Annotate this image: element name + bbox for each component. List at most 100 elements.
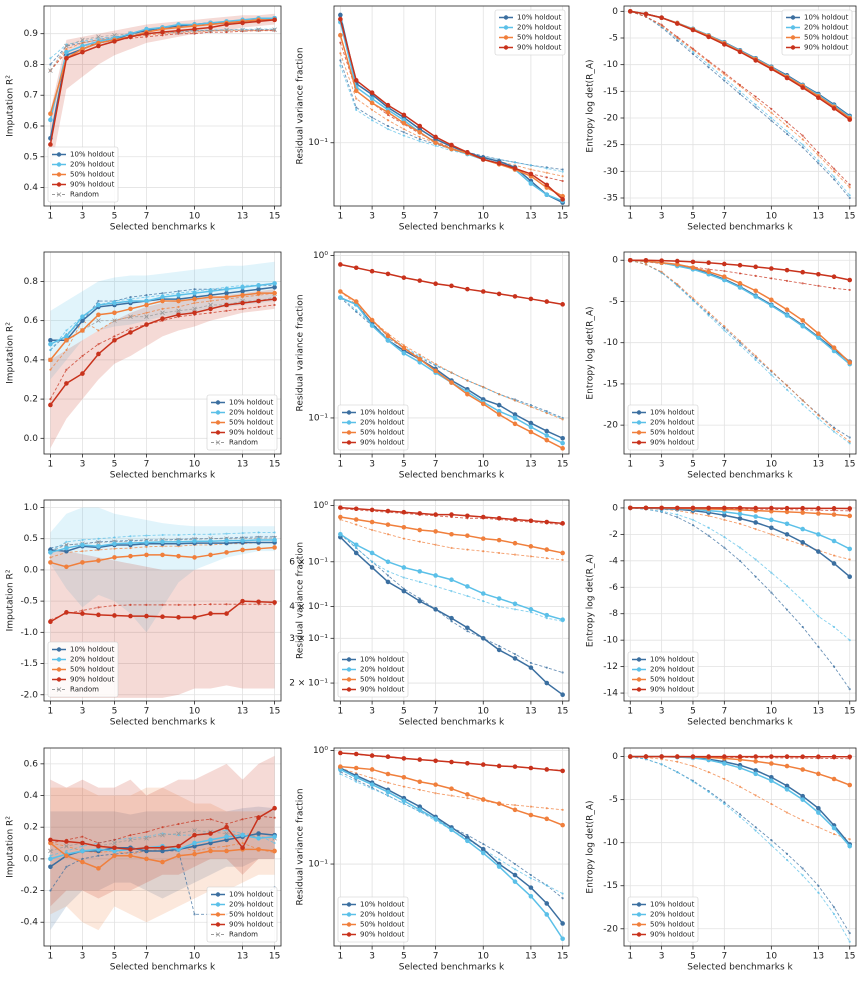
legend-marker	[636, 922, 642, 927]
marker	[561, 892, 564, 895]
marker	[112, 845, 117, 851]
marker	[48, 848, 53, 854]
marker	[449, 531, 454, 537]
marker	[193, 849, 196, 853]
marker	[770, 802, 773, 806]
axes-frame	[43, 499, 282, 702]
marker	[208, 302, 213, 308]
marker	[81, 41, 84, 45]
marker	[417, 804, 423, 809]
marker	[176, 28, 181, 33]
marker	[545, 176, 548, 179]
x-tick-label: 10	[478, 212, 490, 222]
marker	[386, 570, 390, 573]
marker	[560, 936, 565, 942]
marker	[753, 514, 758, 519]
marker	[738, 522, 742, 525]
marker	[723, 518, 726, 521]
marker	[644, 263, 648, 266]
x-tick-label: 13	[813, 952, 824, 962]
marker	[418, 353, 421, 356]
marker	[241, 603, 244, 606]
y-tick-label: 0.4	[24, 355, 39, 365]
marker	[817, 151, 820, 154]
marker	[691, 297, 695, 300]
x-axis-label: Selected benchmarks k	[110, 223, 216, 233]
marker	[434, 792, 437, 795]
marker	[753, 520, 758, 525]
marker	[401, 345, 407, 351]
marker	[144, 856, 149, 862]
marker	[49, 63, 52, 66]
marker	[831, 274, 837, 280]
marker	[848, 558, 851, 561]
marker	[433, 134, 438, 140]
legend-marker	[346, 677, 352, 682]
y-tick-label: -10	[603, 838, 618, 848]
x-tick-label: 7	[721, 460, 727, 470]
marker	[512, 764, 518, 769]
marker	[64, 43, 69, 49]
marker	[816, 805, 821, 811]
marker	[512, 166, 518, 171]
marker	[754, 358, 757, 362]
marker	[209, 311, 212, 314]
marker	[691, 52, 695, 56]
marker	[129, 535, 132, 538]
marker	[528, 544, 534, 549]
marker	[369, 96, 375, 101]
marker	[465, 584, 470, 589]
marker	[738, 815, 742, 818]
legend-marker	[346, 932, 352, 937]
marker	[176, 553, 181, 559]
marker	[369, 565, 375, 570]
marker	[753, 294, 758, 299]
legend: 10% holdout 20% holdout 50% holdout 90% hol…	[47, 146, 119, 203]
marker	[753, 58, 758, 63]
marker	[418, 135, 421, 139]
x-tick-label: 10	[478, 460, 490, 470]
marker	[560, 197, 565, 202]
subplot: 1.00.50.0-0.5-1.0-1.5-2.01 3 5 7 10 13 15Selec…	[6, 499, 282, 728]
marker	[240, 292, 245, 298]
marker	[496, 647, 502, 653]
marker	[465, 533, 470, 538]
legend-label: 50% holdout	[70, 666, 115, 674]
series-line	[340, 296, 563, 420]
legend-label: 10% holdout	[70, 151, 115, 159]
marker	[272, 296, 277, 302]
marker	[560, 617, 565, 623]
legend-box	[337, 651, 409, 698]
marker	[737, 505, 743, 511]
marker	[723, 802, 726, 806]
y-tick-label: 0	[612, 7, 618, 17]
marker	[480, 401, 486, 407]
marker	[80, 37, 85, 43]
marker	[113, 335, 116, 338]
y-axis-label: Imputation R²	[6, 322, 16, 384]
marker	[816, 506, 821, 511]
y-tick-label: -0.5	[20, 597, 38, 607]
marker	[737, 285, 743, 290]
marker	[177, 290, 180, 293]
marker	[545, 807, 548, 810]
marker	[225, 829, 228, 832]
marker	[754, 575, 757, 578]
marker	[144, 314, 149, 320]
marker	[97, 343, 100, 346]
marker	[128, 853, 133, 859]
marker	[449, 283, 454, 289]
marker	[401, 350, 407, 356]
marker	[128, 314, 133, 320]
marker	[529, 555, 532, 558]
marker	[338, 32, 343, 38]
marker	[528, 424, 534, 430]
marker	[848, 194, 851, 197]
marker	[81, 857, 84, 860]
legend-label: 50% holdout	[650, 429, 695, 437]
y-tick-label: -20	[603, 421, 618, 431]
marker	[449, 146, 454, 152]
axes-frame	[43, 747, 282, 947]
marker	[832, 167, 836, 170]
marker	[544, 767, 550, 772]
